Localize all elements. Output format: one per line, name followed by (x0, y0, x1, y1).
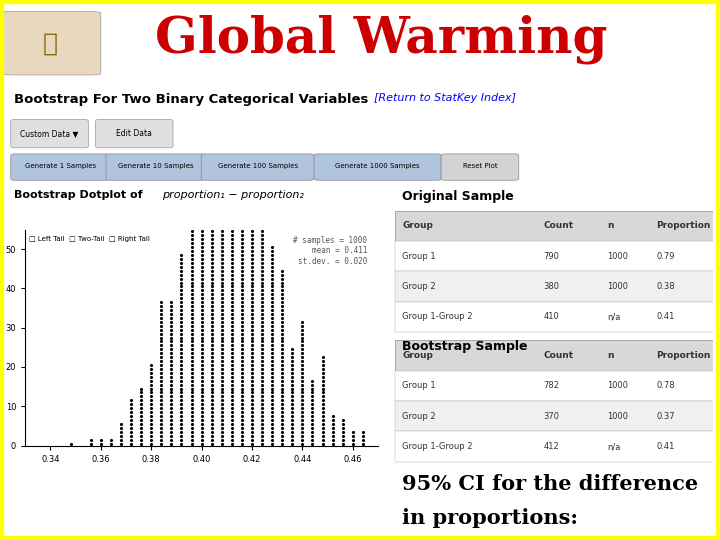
Text: Bootstrap Sample: Bootstrap Sample (402, 340, 528, 353)
Text: Reset Plot: Reset Plot (463, 163, 498, 169)
Text: 412: 412 (544, 442, 559, 451)
Text: Group: Group (402, 221, 433, 230)
Text: 95% CI for the difference: 95% CI for the difference (402, 474, 698, 494)
FancyBboxPatch shape (11, 154, 109, 180)
Text: Group: Group (402, 351, 433, 360)
Text: Bootstrap Dotplot of: Bootstrap Dotplot of (14, 191, 147, 200)
Bar (395, 211, 720, 241)
Text: Group 2: Group 2 (402, 411, 436, 421)
Text: Global Warming: Global Warming (156, 15, 608, 64)
Bar (395, 370, 720, 401)
Bar (395, 271, 720, 302)
Text: n/a: n/a (607, 313, 621, 321)
Text: 1000: 1000 (607, 381, 628, 390)
Text: Statistics: Unlocking the Power of Data: Statistics: Unlocking the Power of Data (22, 501, 390, 519)
Text: 1000: 1000 (607, 282, 628, 291)
Text: 370: 370 (544, 411, 559, 421)
Text: 782: 782 (544, 381, 559, 390)
FancyBboxPatch shape (314, 154, 441, 180)
Text: Count: Count (544, 221, 574, 230)
Text: Group 1: Group 1 (402, 252, 436, 261)
Text: Group 1: Group 1 (402, 381, 436, 390)
Text: Proportion: Proportion (657, 221, 711, 230)
Text: [Return to StatKey Index]: [Return to StatKey Index] (374, 93, 516, 103)
Text: Generate 1 Samples: Generate 1 Samples (24, 163, 96, 169)
Text: n: n (607, 221, 613, 230)
Text: 1000: 1000 (607, 252, 628, 261)
FancyBboxPatch shape (95, 119, 173, 148)
Text: Edit Data: Edit Data (116, 129, 152, 138)
Text: 790: 790 (544, 252, 559, 261)
Text: 380: 380 (544, 282, 559, 291)
Text: Group 2: Group 2 (402, 282, 436, 291)
Text: 0.38: 0.38 (657, 282, 675, 291)
Text: 0.78: 0.78 (657, 381, 675, 390)
FancyBboxPatch shape (0, 11, 101, 75)
Text: Custom Data ▼: Custom Data ▼ (20, 129, 78, 138)
Bar (395, 431, 720, 462)
Text: Original Sample: Original Sample (402, 191, 514, 204)
Text: Bootstrap For Two Binary Categorical Variables: Bootstrap For Two Binary Categorical Var… (14, 93, 369, 106)
Text: Count: Count (544, 351, 574, 360)
Text: n: n (607, 351, 613, 360)
Text: Generate 100 Samples: Generate 100 Samples (217, 163, 298, 169)
Bar (395, 302, 720, 332)
Text: in proportions:: in proportions: (402, 508, 578, 528)
Text: n/a: n/a (607, 442, 621, 451)
Text: □ Left Tail  □ Two-Tail  □ Right Tail: □ Left Tail □ Two-Tail □ Right Tail (29, 236, 150, 242)
Text: 0.41: 0.41 (657, 313, 675, 321)
Text: # samples = 1000
mean = 0.411
st.dev. = 0.020: # samples = 1000 mean = 0.411 st.dev. = … (294, 236, 367, 266)
Text: proportion₁ − proportion₂: proportion₁ − proportion₂ (163, 191, 305, 200)
FancyBboxPatch shape (441, 154, 518, 180)
FancyBboxPatch shape (106, 154, 204, 180)
Text: 0.79: 0.79 (657, 252, 675, 261)
Text: 0.41: 0.41 (657, 442, 675, 451)
Bar (395, 401, 720, 431)
Text: Group 1-Group 2: Group 1-Group 2 (402, 442, 473, 451)
Text: 410: 410 (544, 313, 559, 321)
Text: Lock⁵: Lock⁵ (642, 501, 692, 519)
Text: ✋: ✋ (43, 31, 58, 55)
Text: Generate 10 Samples: Generate 10 Samples (117, 163, 193, 169)
Bar (395, 340, 720, 370)
Text: Proportion: Proportion (657, 351, 711, 360)
Text: 0.37: 0.37 (657, 411, 675, 421)
Text: Group 1-Group 2: Group 1-Group 2 (402, 313, 473, 321)
Text: Generate 1000 Samples: Generate 1000 Samples (336, 163, 420, 169)
FancyBboxPatch shape (11, 119, 89, 148)
FancyBboxPatch shape (201, 154, 314, 180)
Bar (395, 241, 720, 271)
Text: 1000: 1000 (607, 411, 628, 421)
